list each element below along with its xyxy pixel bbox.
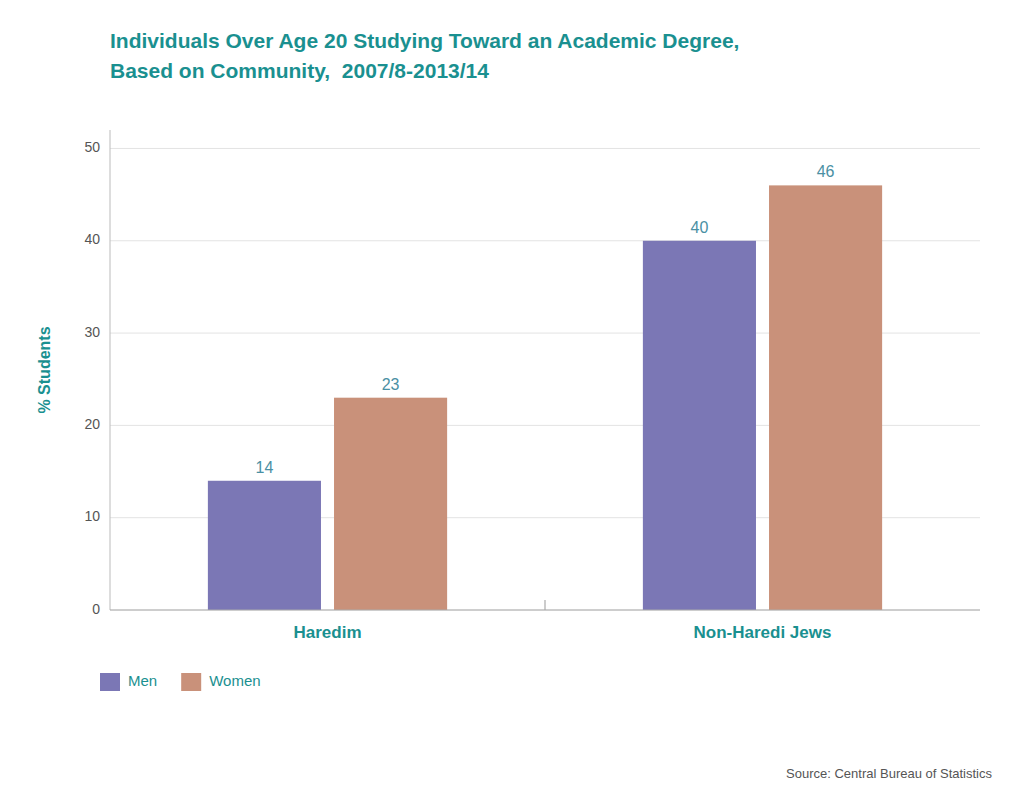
page: {"chart_data": { "type": "bar", "title":…	[0, 0, 1022, 800]
bars	[208, 185, 882, 610]
bar	[769, 185, 882, 610]
data-label: 23	[382, 376, 400, 393]
y-tick-label: 0	[92, 601, 100, 617]
y-tick-label: 50	[84, 139, 100, 155]
legend-swatch	[181, 673, 201, 691]
data-labels: 14 23 40 46	[256, 163, 835, 475]
x-axis-line	[110, 610, 980, 611]
grid-line	[110, 610, 980, 611]
y-tick-label: 40	[84, 231, 100, 247]
bar	[208, 481, 321, 610]
subtitle: Based on Community, 2007/8-2013/14	[110, 59, 489, 82]
y-axis-line	[110, 130, 111, 610]
data-label: 40	[691, 219, 709, 236]
annotation: Source: Central Bureau of Statistics	[786, 766, 992, 781]
legend-label: Women	[209, 672, 260, 689]
y-tick-label: 20	[84, 416, 100, 432]
category-label: Non-Haredi Jews	[694, 623, 832, 642]
data-label: 14	[256, 459, 274, 476]
grid	[110, 148, 980, 610]
legend-label: Men	[128, 672, 157, 689]
y-axis-label: % Students	[36, 326, 53, 413]
bar	[643, 241, 756, 610]
data-label: 46	[817, 163, 835, 180]
legend: Men Women	[100, 672, 261, 691]
grid-line	[110, 148, 980, 149]
category-label: Haredim	[293, 623, 361, 642]
legend-swatch	[100, 673, 120, 691]
group-separator	[545, 600, 546, 610]
title: Individuals Over Age 20 Studying Toward …	[110, 29, 739, 52]
y-tick-label: 30	[84, 324, 100, 340]
bar	[334, 398, 447, 610]
y-tick-label: 10	[84, 508, 100, 524]
chart-svg: Individuals Over Age 20 Studying Toward …	[0, 0, 1022, 800]
chart-container: Individuals Over Age 20 Studying Toward …	[0, 0, 1022, 800]
